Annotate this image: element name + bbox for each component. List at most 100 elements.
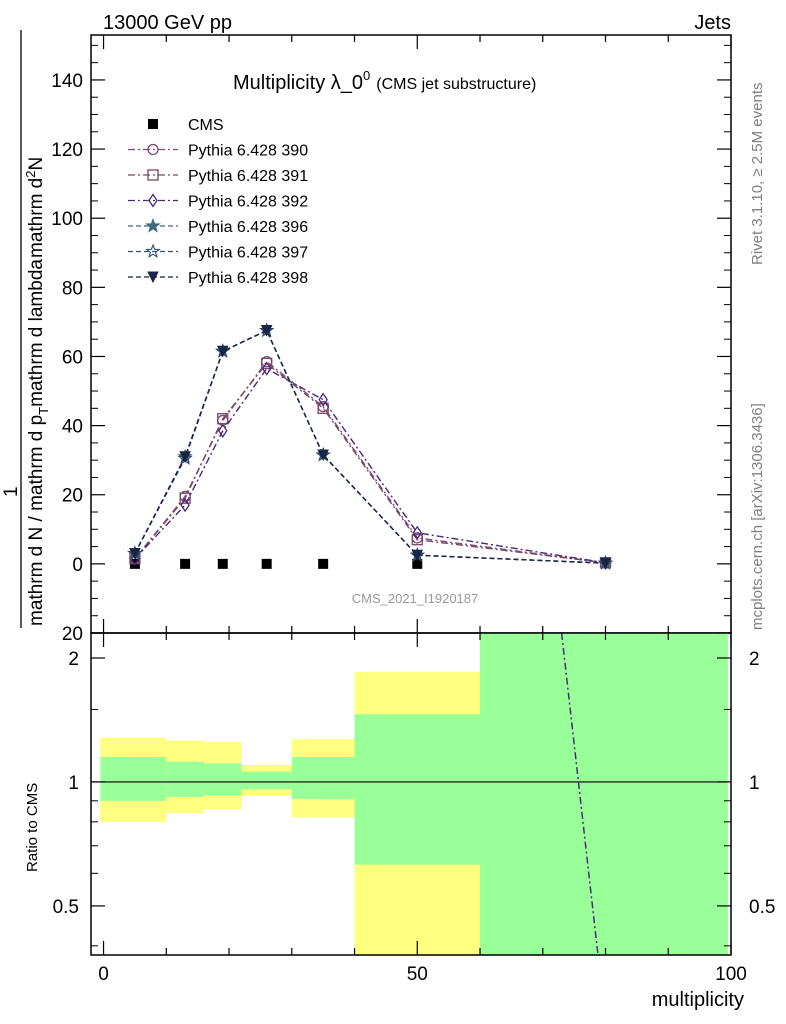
series-line: [134, 329, 606, 564]
series-2: [129, 357, 612, 569]
legend-item-0: CMS: [148, 117, 224, 134]
ratio-frame: [90, 632, 732, 956]
legend-item-2: Pythia 6.428 391: [128, 168, 308, 185]
legend-label: Pythia 6.428 398: [188, 270, 308, 287]
data-point: [318, 392, 328, 407]
series-4: [127, 322, 614, 570]
green-band: [166, 761, 204, 797]
data-point: [179, 492, 191, 504]
series-line: [134, 360, 606, 564]
energy-label: 13000 GeV pp: [103, 12, 232, 34]
y-tick-label: 80: [62, 278, 83, 299]
legend-marker: [147, 169, 159, 181]
plot-title: Multiplicity λ_00 (CMS jet substructure): [233, 68, 536, 94]
legend: CMS Pythia 6.428 390 Pythia 6.428 391 Pythi…: [128, 117, 308, 287]
ratio-tick-label-right: 2: [749, 649, 760, 670]
y-tick-label: 20: [62, 624, 83, 645]
legend-label: Pythia 6.428 392: [188, 194, 308, 211]
data-point: [412, 525, 423, 540]
legend-label: Pythia 6.428 391: [188, 168, 308, 185]
y-label-top: mathrm d2N: [23, 157, 47, 258]
ratio-tick-label: 0.5: [53, 897, 79, 918]
legend-marker: [148, 193, 158, 208]
y-axis-label: mathrm d N / mathrm d pTmathrm d lambda …: [1, 30, 51, 628]
legend-marker: [147, 271, 159, 284]
x-axis-label: multiplicity: [652, 989, 744, 1011]
legend-item-6: Pythia 6.428 398: [128, 270, 308, 287]
series-1: [129, 356, 612, 569]
legend-label: Pythia 6.428 390: [188, 143, 308, 160]
green-band: [203, 763, 242, 795]
plot-title-sup: 0: [363, 68, 370, 83]
data-point: [261, 558, 272, 569]
legend-item-5: Pythia 6.428 397: [128, 243, 308, 262]
ratio-tick-label: 2: [68, 649, 79, 670]
analysis-label: CMS_2021_I1920187: [352, 591, 479, 606]
main-y-ticks: 20 0 20 40 60 80 100 120 140: [51, 44, 731, 645]
ratio-y-ticks: 0.5 0.5 1 1 2 2: [53, 649, 775, 947]
ratio-tick-label-right: 0.5: [749, 897, 775, 918]
legend-label: CMS: [188, 117, 224, 134]
ratio-panel: 0.5 0.5 1 1 2 2 0 50 100 Ratio to CMS multiplic…: [24, 35, 775, 1011]
y-tick-label: 0: [72, 555, 83, 576]
plot-title-main: Multiplicity λ_0: [233, 72, 363, 94]
series-5: [127, 322, 614, 570]
x-tick-label: 0: [98, 964, 109, 985]
data-point: [317, 402, 329, 414]
ratio-bands: [100, 633, 728, 955]
y-tick-label: 60: [62, 347, 83, 368]
mcplots-label: mcplots.cern.ch [arXiv:1306.3436]: [749, 403, 766, 630]
legend-marker: [147, 143, 159, 156]
green-band: [291, 756, 355, 799]
y-label-den: mathrm d N / mathrm d pTmathrm d lambda: [26, 259, 51, 626]
series-line: [134, 329, 606, 564]
data-point: [180, 497, 190, 513]
data-point: [599, 557, 612, 570]
y-tick-label: 140: [51, 71, 83, 92]
y-tick-label: 20: [62, 486, 83, 507]
data-point: [129, 547, 141, 560]
ratio-tick-label-right: 1: [749, 773, 760, 794]
data-point: [217, 558, 228, 569]
data-point: [260, 325, 273, 337]
data-point: [180, 558, 191, 569]
plot-title-sub: (CMS jet substructure): [376, 76, 536, 93]
data-point: [217, 423, 228, 438]
y-label-one: 1: [1, 486, 22, 497]
data-point: [317, 449, 329, 462]
ratio-tick-label: 1: [68, 773, 79, 794]
series-line: [134, 362, 606, 564]
data-point: [318, 558, 329, 569]
data-point: [411, 534, 423, 546]
data-point: [412, 558, 423, 569]
main-series: [127, 322, 614, 571]
main-panel: Multiplicity λ_00(CMS jet substructure) …: [1, 30, 732, 645]
x-tick-label: 50: [407, 964, 428, 985]
green-band: [354, 714, 481, 865]
ratio-y-label: Ratio to CMS: [24, 783, 41, 872]
data-point: [216, 345, 229, 358]
green-band: [241, 771, 292, 790]
jets-label: Jets: [694, 12, 731, 34]
legend-item-4: Pythia 6.428 396: [128, 217, 308, 236]
data-point: [411, 549, 424, 562]
legend-label: Pythia 6.428 396: [188, 219, 308, 236]
y-tick-label: 40: [62, 417, 83, 438]
series-line: [134, 329, 606, 564]
data-point: [261, 357, 273, 370]
y-tick-label: 100: [51, 209, 83, 230]
green-band: [480, 633, 728, 955]
legend-marker: [145, 243, 161, 259]
series-line: [134, 367, 606, 564]
data-point: [179, 451, 191, 463]
rivet-label: Rivet 3.1.10, ≥ 2.5M events: [749, 83, 766, 266]
legend-item-3: Pythia 6.428 392: [128, 193, 308, 211]
green-band: [100, 756, 167, 801]
legend-item-1: Pythia 6.428 390: [128, 143, 308, 160]
series-0: [129, 558, 423, 569]
legend-marker: [145, 217, 161, 233]
legend-label: Pythia 6.428 397: [188, 245, 308, 262]
series-3: [130, 361, 611, 571]
ratio-line-392: [560, 632, 599, 956]
